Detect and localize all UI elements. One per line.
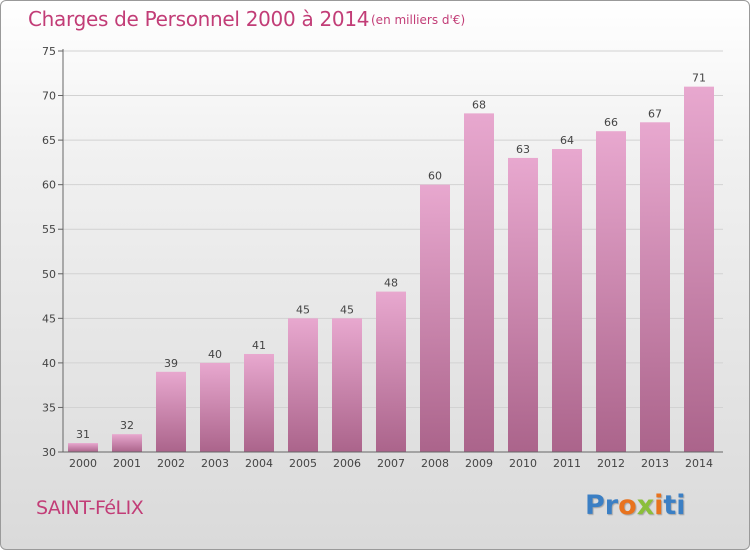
- x-tick-label: 2009: [465, 457, 493, 470]
- y-tick-label: 70: [42, 90, 56, 103]
- bar: [156, 371, 186, 452]
- data-label: 39: [164, 357, 178, 370]
- data-label: 67: [648, 107, 662, 120]
- y-tick-label: 35: [42, 401, 56, 414]
- proxiti-logo: Proxiti: [585, 490, 686, 521]
- data-label: 40: [208, 348, 222, 361]
- data-label: 41: [252, 339, 266, 352]
- logo-letter: i: [654, 490, 664, 521]
- data-label: 66: [604, 116, 618, 129]
- x-tick-label: 2008: [421, 457, 449, 470]
- data-label: 60: [428, 170, 442, 183]
- bar: [420, 184, 450, 452]
- bar: [640, 122, 670, 453]
- x-tick-label: 2014: [685, 457, 713, 470]
- bar: [332, 318, 362, 452]
- data-label: 63: [516, 143, 530, 156]
- logo-letter: P: [585, 490, 605, 521]
- bar: [596, 131, 626, 452]
- bar: [464, 113, 494, 452]
- chart-subtitle: (en milliers d'€): [371, 13, 466, 27]
- y-tick-label: 60: [42, 179, 56, 192]
- y-tick-label: 75: [42, 45, 56, 58]
- bar: [200, 362, 230, 452]
- x-tick-label: 2011: [553, 457, 581, 470]
- x-tick-label: 2005: [289, 457, 317, 470]
- bar: [288, 318, 318, 452]
- data-label: 48: [384, 277, 398, 290]
- logo-letter: i: [676, 490, 686, 521]
- bar: [244, 353, 274, 452]
- data-label: 45: [340, 303, 354, 316]
- logo-letter: o: [618, 490, 637, 521]
- logo-letter: r: [604, 490, 619, 521]
- x-tick-label: 2012: [597, 457, 625, 470]
- y-tick-label: 45: [42, 312, 56, 325]
- logo-letter: x: [636, 490, 655, 521]
- x-tick-label: 2001: [113, 457, 141, 470]
- logo-letter: t: [663, 490, 677, 521]
- data-label: 71: [692, 72, 706, 85]
- place-name: SAINT-FéLIX: [36, 497, 144, 519]
- bar: [684, 86, 714, 453]
- x-tick-label: 2000: [69, 457, 97, 470]
- bar: [68, 443, 98, 452]
- bar: [508, 157, 538, 452]
- x-tick-label: 2003: [201, 457, 229, 470]
- data-label: 64: [560, 134, 574, 147]
- y-tick-label: 30: [42, 446, 56, 459]
- chart-title: Charges de Personnel 2000 à 2014: [28, 7, 370, 31]
- x-tick-label: 2010: [509, 457, 537, 470]
- bar: [552, 149, 582, 452]
- x-tick-label: 2013: [641, 457, 669, 470]
- data-label: 45: [296, 303, 310, 316]
- x-tick-label: 2006: [333, 457, 361, 470]
- x-tick-label: 2004: [245, 457, 273, 470]
- bar: [376, 291, 406, 452]
- x-tick-label: 2007: [377, 457, 405, 470]
- y-tick-label: 40: [42, 357, 56, 370]
- y-tick-label: 55: [42, 223, 56, 236]
- bar: [112, 434, 142, 452]
- x-tick-label: 2002: [157, 457, 185, 470]
- data-label: 32: [120, 419, 134, 432]
- y-tick-label: 65: [42, 134, 56, 147]
- data-label: 31: [76, 428, 90, 441]
- y-tick-label: 50: [42, 268, 56, 281]
- data-label: 68: [472, 98, 486, 111]
